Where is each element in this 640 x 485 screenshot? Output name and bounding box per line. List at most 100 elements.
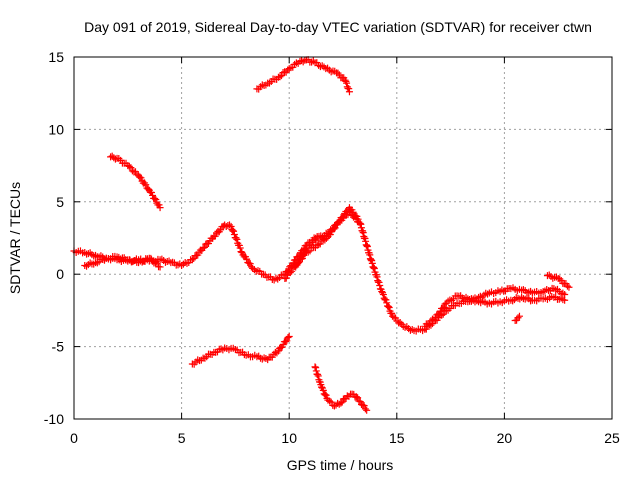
data-point: [392, 314, 400, 322]
data-point: [286, 269, 294, 277]
data-point: [565, 283, 573, 291]
data-point: [274, 275, 282, 283]
data-point: [527, 287, 535, 295]
grid-lines: [74, 57, 612, 419]
data-point: [313, 241, 321, 249]
data-point: [369, 263, 377, 271]
x-tick-label: 10: [281, 430, 297, 446]
data-point: [152, 196, 160, 204]
data-point: [368, 259, 376, 267]
data-point: [363, 406, 371, 414]
x-tick-label: 0: [70, 430, 78, 446]
y-tick-label: -10: [44, 411, 64, 427]
data-point: [282, 274, 290, 282]
data-point: [314, 371, 322, 379]
data-point: [376, 281, 384, 289]
data-point: [327, 398, 335, 406]
data-point: [151, 195, 159, 203]
data-point: [260, 354, 268, 362]
data-point: [128, 167, 136, 175]
x-tick-label: 20: [497, 430, 513, 446]
data-point: [320, 63, 328, 71]
x-axis-label: GPS time / hours: [287, 457, 394, 473]
x-tick-label: 15: [389, 430, 405, 446]
data-point: [188, 256, 196, 264]
data-point: [136, 173, 144, 181]
data-point: [382, 296, 390, 304]
data-point: [217, 226, 225, 234]
data-point: [230, 231, 238, 239]
data-point: [446, 296, 454, 304]
data-point: [276, 73, 284, 81]
data-point: [370, 265, 378, 272]
data-point: [115, 155, 123, 163]
data-point: [285, 65, 293, 73]
data-point: [147, 189, 155, 197]
data-point: [326, 231, 334, 239]
data-point: [339, 214, 347, 222]
data-point: [427, 317, 435, 325]
series-track-9: [81, 252, 164, 271]
data-point: [227, 222, 235, 230]
data-point: [282, 338, 290, 346]
data-point: [156, 204, 164, 212]
data-point: [515, 312, 523, 320]
data-point: [557, 276, 565, 284]
data-point: [375, 278, 383, 286]
data-point: [425, 320, 433, 328]
data-point: [225, 221, 233, 229]
series-track-4: [421, 292, 569, 330]
data-point: [153, 260, 161, 268]
data-point: [561, 296, 569, 304]
data-point: [331, 224, 339, 232]
data-point: [514, 314, 522, 322]
data-point: [383, 299, 391, 307]
data-point: [125, 162, 133, 170]
data-point: [312, 367, 320, 375]
data-point: [341, 76, 349, 84]
data-point: [314, 372, 322, 380]
y-tick-label: 0: [56, 266, 64, 282]
data-point: [347, 208, 355, 216]
data-point: [367, 256, 375, 264]
data-point: [156, 263, 164, 271]
data-point: [236, 244, 244, 252]
data-point: [298, 255, 306, 263]
data-point: [311, 363, 319, 371]
data-point: [319, 386, 327, 394]
data-point: [278, 72, 286, 80]
data-point: [284, 333, 292, 341]
data-point: [393, 317, 401, 325]
data-point: [440, 303, 448, 311]
data-point: [232, 234, 240, 242]
data-point: [272, 274, 280, 282]
data-point: [127, 164, 135, 172]
y-axis-label: SDTVAR / TECUs: [7, 182, 23, 294]
data-point: [370, 264, 378, 272]
data-point: [373, 273, 381, 281]
data-point: [322, 391, 330, 399]
data-point: [318, 237, 326, 245]
data-point: [246, 260, 254, 268]
data-point: [228, 226, 236, 234]
data-point: [352, 215, 360, 223]
series-track-10: [543, 271, 573, 291]
data-point: [233, 235, 241, 243]
data-point: [563, 282, 571, 290]
data-point: [380, 294, 388, 302]
data-point: [556, 275, 564, 283]
data-point: [327, 68, 335, 76]
data-point: [326, 397, 334, 405]
data-point: [199, 244, 207, 252]
data-point: [354, 394, 362, 402]
data-point: [360, 402, 368, 410]
data-point: [309, 57, 317, 65]
data-point: [337, 399, 345, 407]
data-point: [361, 405, 369, 413]
data-point: [559, 289, 567, 297]
plot-frame: [73, 56, 613, 420]
y-tick-label: -5: [52, 339, 65, 355]
data-point: [384, 302, 392, 310]
data-point: [107, 153, 115, 161]
